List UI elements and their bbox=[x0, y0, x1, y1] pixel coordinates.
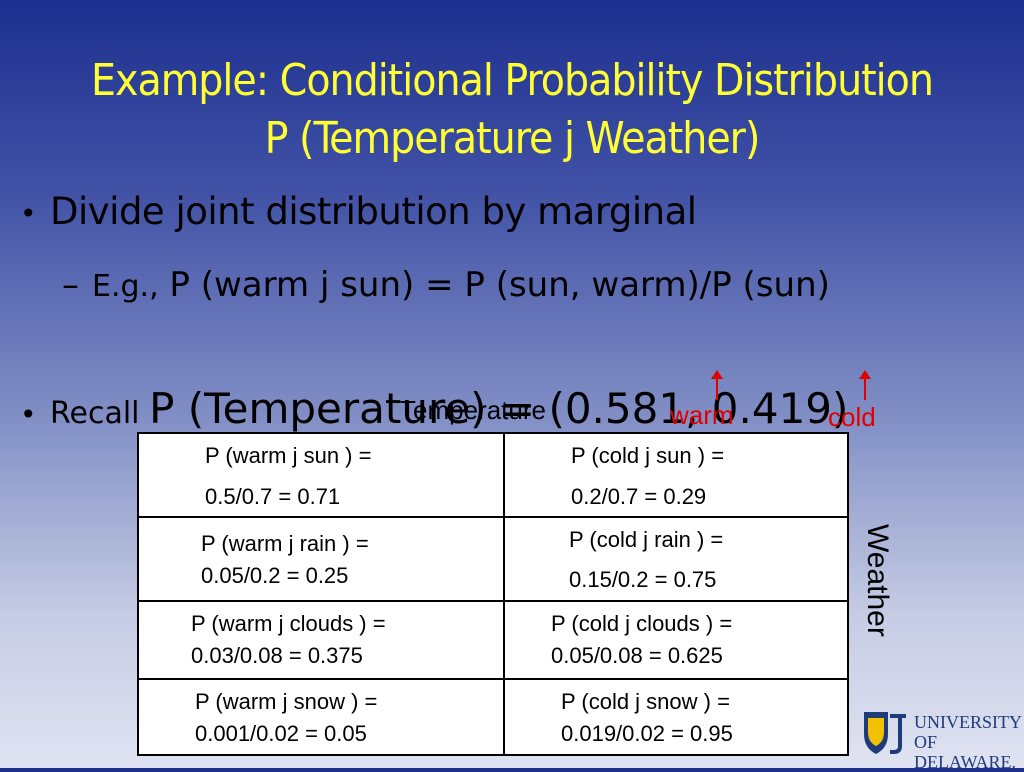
table-row-clouds: P (warm j clouds ) = 0.03/0.08 = 0.375 P… bbox=[139, 602, 847, 680]
bullet-icon: • bbox=[20, 197, 37, 230]
conditional-probability-table: P (warm j sun ) = 0.5/0.7 = 0.71 P (cold… bbox=[137, 432, 849, 756]
cold-arrow-icon bbox=[859, 370, 871, 400]
cell-cold-snow-line1: P (cold j snow ) = bbox=[561, 689, 730, 714]
cell-cold-sun-line1: P (cold j sun ) = bbox=[571, 443, 725, 468]
weather-axis-label: Weather bbox=[861, 524, 894, 637]
logo-wordmark: UNIVERSITY OF DELAWARE. bbox=[914, 712, 1021, 772]
table-row-rain: P (warm j rain ) = 0.05/0.2 = 0.25 P (co… bbox=[139, 518, 847, 602]
logo-line-2: DELAWARE. bbox=[914, 752, 1017, 772]
cell-warm-clouds-line2: 0.03/0.08 = 0.375 bbox=[191, 643, 363, 668]
university-logo: UNIVERSITY OF DELAWARE. bbox=[860, 708, 1021, 772]
table-row-sun: P (warm j sun ) = 0.5/0.7 = 0.71 P (cold… bbox=[139, 434, 847, 518]
cell-cold-rain-line1: P (cold j rain ) = bbox=[569, 527, 724, 552]
bullet-icon: • bbox=[20, 398, 37, 431]
title-line-1: Example: Conditional Probability Distrib… bbox=[91, 55, 934, 106]
bullet-divide: • Divide joint distribution by marginal bbox=[20, 190, 697, 233]
dash-icon: – bbox=[62, 265, 79, 305]
bullet-recall: • Recall P (Temperature) = (0.581, 0.419) bbox=[20, 384, 848, 433]
table-row-snow: P (warm j snow ) = 0.001/0.02 = 0.05 P (… bbox=[139, 680, 847, 756]
cell-warm-snow-line1: P (warm j snow ) = bbox=[195, 689, 378, 714]
cell-warm-sun-line2: 0.5/0.7 = 0.71 bbox=[205, 484, 341, 509]
example-text: P (warm j sun) = P (sun, warm)/P (sun) bbox=[169, 265, 830, 305]
cell-warm-snow-line2: 0.001/0.02 = 0.05 bbox=[195, 721, 367, 746]
logo-line-1: UNIVERSITY OF bbox=[914, 712, 1022, 752]
cell-warm-rain-line1: P (warm j rain ) = bbox=[201, 531, 369, 556]
cell-cold-snow-line2: 0.019/0.02 = 0.95 bbox=[561, 721, 733, 746]
cold-label: cold bbox=[828, 402, 876, 432]
cell-warm-sun-line1: P (warm j sun ) = bbox=[205, 443, 372, 468]
cell-cold-rain-line2: 0.15/0.2 = 0.75 bbox=[569, 567, 717, 592]
sub-bullet-example: – E.g., P (warm j sun) = P (sun, warm)/P … bbox=[62, 258, 922, 314]
cell-cold-clouds-line2: 0.05/0.08 = 0.625 bbox=[551, 643, 723, 668]
shield-icon bbox=[864, 712, 906, 754]
cell-cold-clouds-line1: P (cold j clouds ) = bbox=[551, 611, 733, 636]
cell-warm-clouds-line1: P (warm j clouds ) = bbox=[191, 611, 386, 636]
recall-prefix: Recall bbox=[50, 396, 140, 431]
warm-label: warm bbox=[670, 400, 734, 430]
temperature-axis-label: Temperature bbox=[400, 395, 546, 425]
slide-title: Example: Conditional Probability Distrib… bbox=[0, 52, 1024, 168]
example-prefix: E.g., bbox=[92, 269, 159, 304]
warm-arrow-icon bbox=[711, 370, 723, 400]
recall-text: P (Temperature) = (0.581, 0.419) bbox=[149, 384, 849, 433]
cell-cold-sun-line2: 0.2/0.7 = 0.29 bbox=[571, 484, 707, 509]
title-line-2: P (Temperature j Weather) bbox=[264, 113, 761, 164]
bullet-text: Divide joint distribution by marginal bbox=[50, 190, 697, 233]
cell-warm-rain-line2: 0.05/0.2 = 0.25 bbox=[201, 563, 349, 588]
column-divider bbox=[503, 434, 505, 754]
